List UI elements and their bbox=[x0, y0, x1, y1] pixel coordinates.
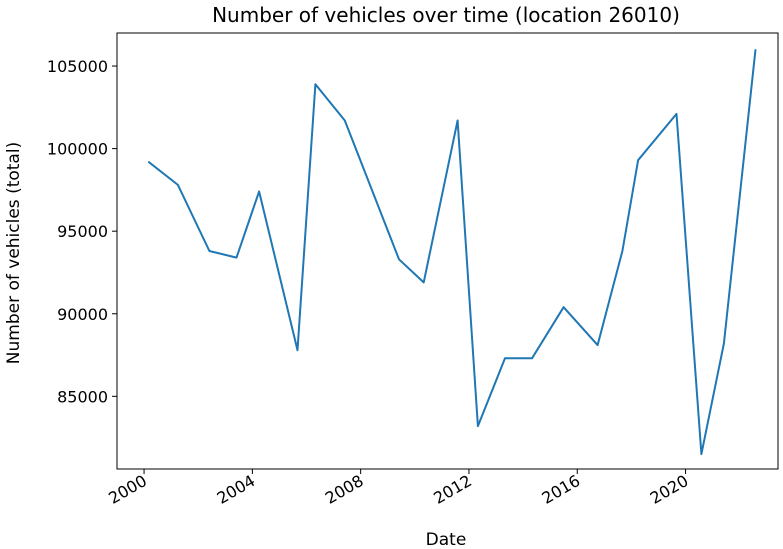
data-point bbox=[621, 250, 623, 252]
y-tick-label: 95000 bbox=[57, 222, 108, 241]
y-tick-label: 100000 bbox=[47, 140, 108, 159]
data-point bbox=[755, 49, 756, 50]
data-point bbox=[208, 250, 210, 252]
x-axis: 2000 2004 2008 2012 2016 2020 bbox=[105, 469, 692, 508]
data-point bbox=[504, 357, 506, 359]
x-tick-label: 2004 bbox=[214, 471, 259, 508]
data-point bbox=[563, 306, 565, 308]
plot-frame bbox=[116, 32, 779, 470]
x-tick-label: 2012 bbox=[430, 471, 475, 508]
data-point bbox=[531, 357, 533, 359]
data-point bbox=[314, 83, 316, 85]
data-point bbox=[258, 191, 260, 192]
x-tick-label: 2008 bbox=[322, 471, 367, 508]
data-point bbox=[700, 453, 702, 455]
data-point bbox=[423, 281, 425, 283]
data-point bbox=[637, 159, 639, 161]
data-point bbox=[148, 161, 149, 163]
data-point bbox=[398, 258, 400, 260]
x-tick-label: 2000 bbox=[105, 471, 150, 508]
data-point bbox=[457, 120, 459, 121]
x-tick-label: 2020 bbox=[647, 471, 692, 508]
data-point bbox=[676, 113, 677, 115]
plot-area bbox=[116, 32, 779, 470]
data-point bbox=[177, 184, 179, 186]
chart-title: Number of vehicles over time (location 2… bbox=[212, 3, 680, 27]
data-point bbox=[297, 349, 298, 351]
data-point bbox=[597, 344, 599, 346]
data-point bbox=[723, 343, 725, 344]
y-tick-label: 85000 bbox=[57, 387, 108, 406]
y-tick-label: 90000 bbox=[57, 305, 108, 324]
x-tick-label: 2016 bbox=[538, 471, 583, 508]
data-point bbox=[236, 257, 237, 259]
x-axis-label: Date bbox=[426, 530, 467, 549]
y-tick-label: 105000 bbox=[47, 57, 108, 76]
data-point bbox=[477, 425, 479, 427]
y-axis: 85000 90000 95000 100000 105000 bbox=[47, 57, 117, 406]
y-axis-label: Number of vehicles (total) bbox=[4, 142, 24, 364]
data-point bbox=[344, 120, 346, 121]
series-line-0 bbox=[147, 49, 757, 456]
